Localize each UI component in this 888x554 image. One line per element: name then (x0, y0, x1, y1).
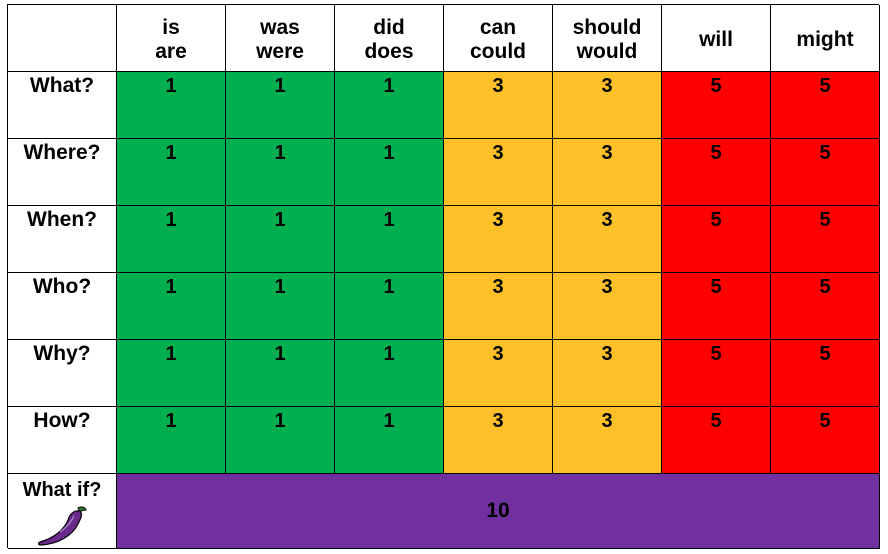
points-cell: 1 (335, 340, 444, 407)
points-cell: 1 (335, 273, 444, 340)
points-cell: 3 (444, 206, 553, 273)
points-cell: 1 (117, 340, 226, 407)
col-header-line: was (260, 16, 300, 39)
points-cell: 1 (117, 407, 226, 474)
points-cell: 5 (662, 72, 771, 139)
col-header-line: are (155, 40, 187, 63)
row-label: Where? (8, 139, 117, 206)
points-cell: 3 (553, 72, 662, 139)
points-cell: 1 (335, 407, 444, 474)
row-label: Who? (8, 273, 117, 340)
points-cell: 1 (117, 72, 226, 139)
question-points-table: is are was were did does can could shoul… (7, 4, 880, 549)
points-cell: 3 (444, 407, 553, 474)
points-cell: 1 (335, 72, 444, 139)
row-label: What if? (22, 479, 102, 501)
points-cell: 3 (553, 340, 662, 407)
col-header-line: should (572, 16, 642, 39)
row-label: Why? (8, 340, 117, 407)
col-header-line: can (479, 16, 517, 39)
points-cell: 3 (553, 139, 662, 206)
chili-pepper-icon (38, 506, 87, 546)
what-if-label-cell: What if? (8, 474, 117, 549)
points-cell: 5 (662, 139, 771, 206)
col-header-line: might (796, 28, 854, 51)
points-cell: 1 (226, 273, 335, 340)
col-header-line: does (364, 40, 414, 63)
points-cell: 1 (117, 206, 226, 273)
col-header-might: might (771, 5, 880, 72)
col-header-line: were (256, 40, 304, 63)
corner-cell (8, 5, 117, 72)
col-header-will: will (662, 5, 771, 72)
points-cell: 3 (553, 273, 662, 340)
row-label: How? (8, 407, 117, 474)
points-cell: 5 (771, 206, 880, 273)
points-cell: 5 (662, 407, 771, 474)
points-cell: 1 (335, 139, 444, 206)
col-header-was-were: was were (226, 5, 335, 72)
points-cell: 3 (553, 407, 662, 474)
points-cell: 1 (226, 206, 335, 273)
row-label: What? (8, 72, 117, 139)
col-header-should-would: should would (553, 5, 662, 72)
col-header-is-are: is are (117, 5, 226, 72)
row-label: When? (8, 206, 117, 273)
col-header-line: did (373, 16, 405, 39)
points-cell: 3 (444, 72, 553, 139)
points-cell: 5 (662, 340, 771, 407)
col-header-can-could: can could (444, 5, 553, 72)
points-cell: 1 (335, 206, 444, 273)
points-cell: 5 (771, 273, 880, 340)
points-cell: 1 (226, 72, 335, 139)
points-cell: 1 (117, 273, 226, 340)
col-header-line: could (470, 40, 526, 63)
col-header-line: would (576, 40, 638, 63)
points-cell: 5 (771, 407, 880, 474)
points-cell: 1 (226, 139, 335, 206)
col-header-did-does: did does (335, 5, 444, 72)
points-cell: 5 (771, 340, 880, 407)
points-cell: 5 (771, 139, 880, 206)
points-cell: 3 (444, 139, 553, 206)
points-cell: 1 (226, 407, 335, 474)
points-cell: 3 (444, 273, 553, 340)
points-cell: 5 (662, 273, 771, 340)
points-cell: 1 (226, 340, 335, 407)
points-cell: 3 (444, 340, 553, 407)
col-header-line: is (162, 16, 180, 39)
points-cell: 5 (662, 206, 771, 273)
points-cell: 5 (771, 72, 880, 139)
col-header-line: will (699, 28, 733, 51)
points-cell: 1 (117, 139, 226, 206)
points-cell: 3 (553, 206, 662, 273)
bonus-points-cell: 10 (117, 474, 880, 549)
